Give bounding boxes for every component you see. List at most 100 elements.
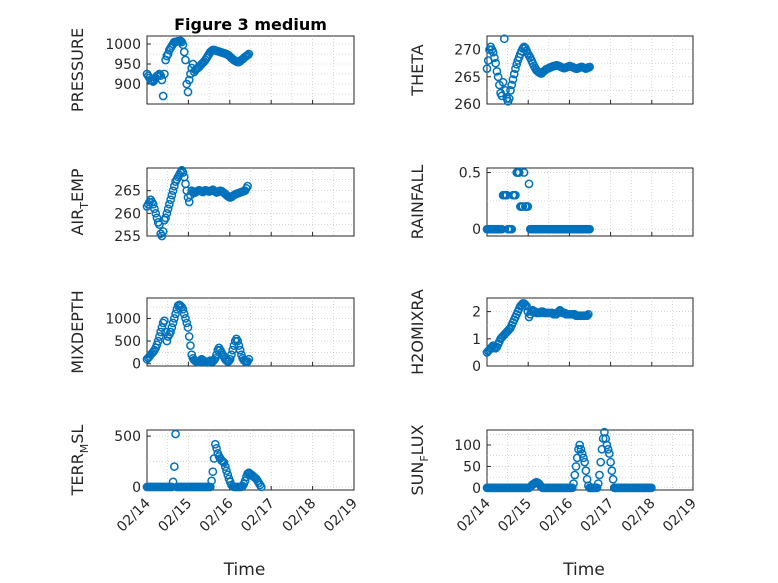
x-tick-label: 02/15 xyxy=(155,496,195,536)
data-point xyxy=(607,466,617,476)
y-tick-label: 50 xyxy=(463,459,481,475)
data-point xyxy=(179,309,189,319)
y-tick-label: 260 xyxy=(114,206,141,222)
data-point xyxy=(153,336,163,346)
data-point xyxy=(162,208,172,218)
data-point xyxy=(256,482,266,492)
subplot-8: 0 50 100 02/14 02/15 02/16 02/17 02/18 02/19 SUNF… xyxy=(408,424,700,580)
subplot-4: 0 0.5 RAINFALL xyxy=(408,165,694,240)
data-point xyxy=(210,439,220,449)
data-point xyxy=(208,467,218,477)
x-tick-label: 02/14 xyxy=(454,495,494,535)
y-axis-label: THETA xyxy=(408,44,427,96)
data-point xyxy=(511,190,520,200)
data-point xyxy=(163,204,173,214)
x-tick-label: 02/16 xyxy=(197,495,237,535)
data-point xyxy=(166,195,175,205)
subplot-1: 900 950 1000 PRESSURE Figure 3 medium xyxy=(68,15,355,112)
y-tick-label: 0 xyxy=(132,357,141,373)
y-tick-label: 900 xyxy=(114,77,141,93)
data-point xyxy=(519,168,529,177)
y-tick-label: 0 xyxy=(472,359,481,375)
data-point xyxy=(178,304,188,314)
y-tick-label: 0 xyxy=(472,222,481,238)
data-point xyxy=(158,91,168,101)
y-tick-label: 260 xyxy=(454,97,481,113)
data-point xyxy=(482,64,492,73)
data-series xyxy=(142,300,254,367)
data-point xyxy=(524,179,534,189)
data-point xyxy=(169,462,179,471)
subplot-6: 0 1 2 H2OMIXRA xyxy=(408,289,694,375)
data-point xyxy=(148,199,158,209)
data-point xyxy=(579,453,588,463)
data-point xyxy=(580,457,589,467)
x-axis-label: Time xyxy=(562,560,605,580)
data-point xyxy=(504,94,514,103)
y-tick-label: 1 xyxy=(472,332,481,348)
data-point xyxy=(592,483,602,493)
x-axis-label: Time xyxy=(223,560,266,580)
data-point xyxy=(243,50,252,60)
data-point xyxy=(160,69,169,79)
data-point xyxy=(603,444,613,454)
data-point xyxy=(608,474,618,484)
y-axis-label: PRESSURE xyxy=(68,28,87,112)
data-point xyxy=(186,341,195,350)
y-tick-label: 0.5 xyxy=(459,166,481,182)
chart-title: Figure 3 medium xyxy=(174,15,327,34)
data-point xyxy=(225,354,235,364)
data-point xyxy=(602,440,612,450)
data-point xyxy=(184,75,194,85)
data-point xyxy=(567,483,577,493)
data-point xyxy=(218,457,228,466)
x-tick-label: 02/17 xyxy=(578,496,618,536)
data-point xyxy=(207,476,216,486)
data-point xyxy=(244,354,254,364)
y-axis-label: SUNFLUX xyxy=(408,424,431,495)
data-point xyxy=(151,208,161,218)
data-point xyxy=(597,444,607,454)
data-point xyxy=(161,213,170,223)
data-point xyxy=(585,62,594,72)
data-point xyxy=(492,67,502,76)
y-tick-label: 0 xyxy=(132,480,141,496)
data-point xyxy=(235,345,245,355)
data-point xyxy=(167,190,177,200)
data-point xyxy=(595,470,604,480)
data-point xyxy=(212,443,221,453)
data-point xyxy=(509,69,519,79)
y-tick-label: 100 xyxy=(454,438,481,454)
data-point xyxy=(171,309,180,319)
y-tick-label: 270 xyxy=(454,43,481,59)
data-point xyxy=(227,350,236,360)
subplot-7: 0 500 02/14 02/15 02/16 02/17 02/18 02/19 TERRMS… xyxy=(68,425,361,580)
data-point xyxy=(217,456,226,465)
data-point xyxy=(488,47,498,57)
data-point xyxy=(491,58,501,68)
y-tick-label: 500 xyxy=(114,429,141,445)
data-point xyxy=(156,327,166,337)
data-point xyxy=(155,332,164,341)
x-tick-label: 02/19 xyxy=(660,496,700,536)
data-point xyxy=(506,86,515,95)
data-point xyxy=(233,336,243,346)
data-point xyxy=(518,202,528,211)
x-tick-label: 02/14 xyxy=(114,495,154,535)
data-point xyxy=(160,316,169,326)
x-tick-label: 02/17 xyxy=(238,496,278,536)
data-point xyxy=(501,86,510,95)
data-point xyxy=(581,466,591,476)
data-point xyxy=(647,483,656,493)
data-point xyxy=(183,323,193,332)
data-point xyxy=(498,77,508,87)
y-axis-label: RAINFALL xyxy=(408,165,427,240)
x-tick-label: 02/18 xyxy=(619,496,659,536)
y-tick-label: 500 xyxy=(114,334,141,350)
y-tick-label: 1000 xyxy=(105,37,141,53)
data-point xyxy=(178,168,188,177)
data-point xyxy=(234,341,244,350)
data-point xyxy=(169,314,179,323)
data-point xyxy=(508,75,518,84)
